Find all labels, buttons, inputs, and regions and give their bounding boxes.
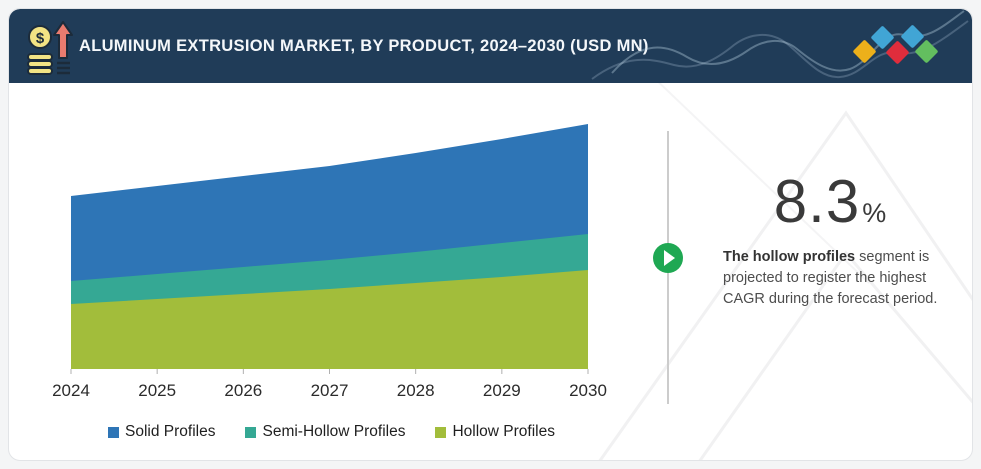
- legend-label: Hollow Profiles: [452, 423, 555, 440]
- cagr-value: 8.3: [773, 168, 861, 235]
- chevron-watermark: [598, 83, 972, 460]
- x-axis-label: 2030: [569, 381, 607, 400]
- x-axis-label: 2024: [52, 381, 90, 400]
- legend-swatch: [245, 426, 257, 438]
- svg-text:$: $: [36, 30, 45, 47]
- area-hollow-profiles: [71, 270, 588, 369]
- logo-diamond-green: [914, 39, 939, 64]
- legend-item-semi-hollow-profiles: Semi-Hollow Profiles: [245, 423, 405, 441]
- x-axis-label: 2027: [311, 381, 349, 400]
- cagr-callout: 8.3%: [715, 167, 945, 236]
- page-title: ALUMINUM EXTRUSION MARKET, BY PRODUCT, 2…: [79, 36, 649, 55]
- legend-label: Solid Profiles: [125, 423, 216, 440]
- logo-diamond-yellow: [852, 39, 877, 64]
- play-bullet-button[interactable]: [653, 243, 683, 273]
- stacked-area-chart: 2024 2025 2026 2027 2028 2029 2030: [52, 124, 607, 400]
- legend-swatch: [435, 426, 447, 438]
- legend-swatch: [108, 426, 120, 438]
- callout-text-bold: The hollow profiles: [723, 249, 856, 265]
- callout-text-rest: segment is projected to register the hig…: [723, 249, 938, 307]
- chart-legend: Solid Profiles Semi-Hollow Profiles Hollow…: [59, 423, 604, 441]
- legend-label: Semi-Hollow Profiles: [262, 423, 406, 440]
- play-icon: [664, 250, 675, 266]
- legend-item-solid-profiles: Solid Profiles: [108, 423, 215, 441]
- x-axis-label: 2028: [397, 381, 435, 400]
- coins-growth-icon: $: [27, 21, 73, 75]
- infographic-card: 2024 2025 2026 2027 2028 2029 2030 Solid Profi…: [8, 8, 973, 461]
- callout-text: The hollow profiles segment is projected…: [723, 247, 943, 310]
- cagr-percent-sign: %: [862, 198, 887, 228]
- logo-diamond-red: [885, 40, 910, 65]
- header-band: $ ALUMINUM EXTRUSION MARKET, BY PRODUCT,…: [9, 9, 972, 83]
- brand-logo: [852, 24, 944, 69]
- x-axis-label: 2025: [138, 381, 176, 400]
- x-axis-label: 2029: [483, 381, 521, 400]
- legend-item-hollow-profiles: Hollow Profiles: [435, 423, 555, 441]
- x-axis-label: 2026: [224, 381, 262, 400]
